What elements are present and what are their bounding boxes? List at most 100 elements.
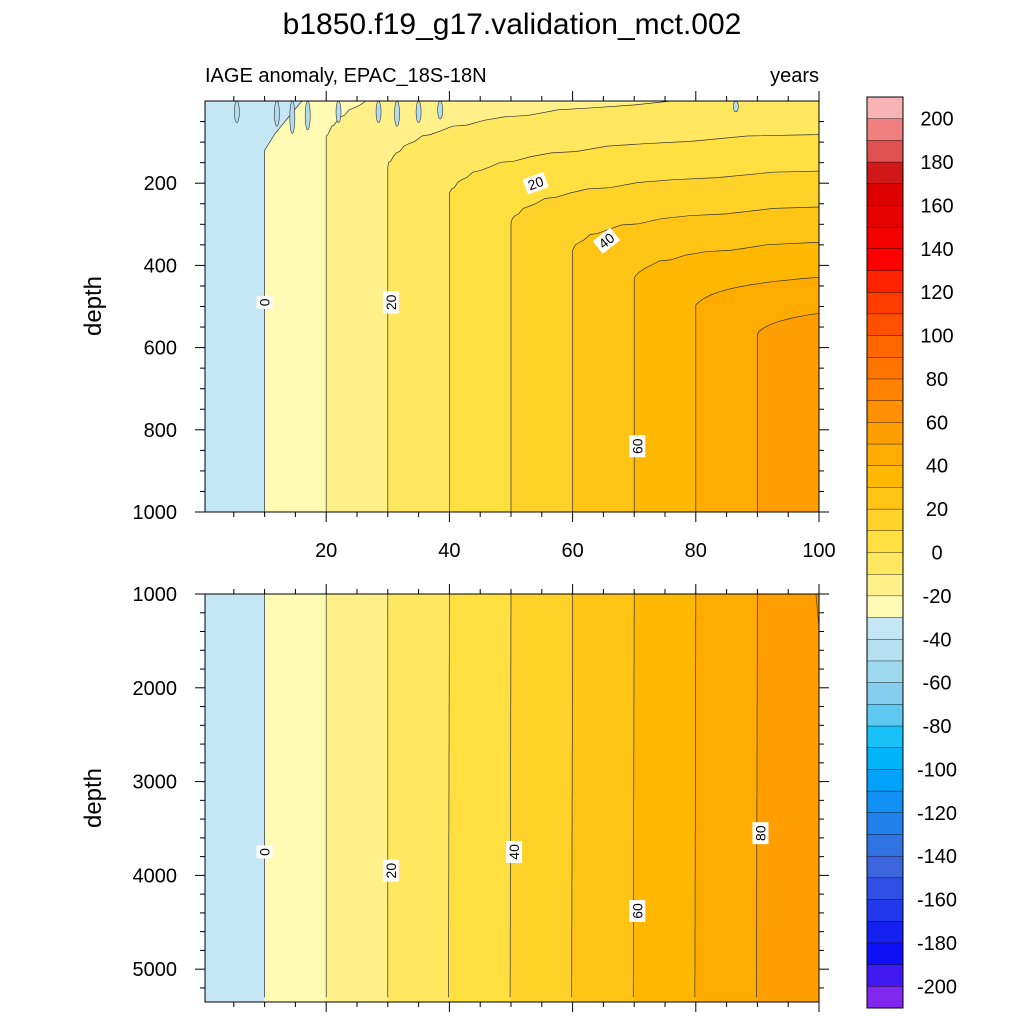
y-tick-label: 200 [144,173,177,195]
colorbar-swatch [866,942,904,966]
contour-labels: 0 20 20 40 60 0 20 40 60 80 [256,171,769,923]
upper-left-label: IAGE anomaly, EPAC_18S-18N [205,65,487,87]
colorbar-swatch [866,248,904,272]
colorbar-label: 40 [926,456,948,478]
colorbar-swatch [866,986,904,1009]
contour-label-bg [256,295,273,309]
x-tick-label: 100 [802,540,835,562]
contour-label-text: 20 [526,173,546,193]
lower-fill-band [757,594,819,1002]
colorbar-label: -160 [917,890,957,912]
colorbar-swatch [866,400,904,423]
contour-label-text: 0 [257,848,273,856]
contour-label: 80 [752,822,769,845]
colorbar-swatch [866,595,904,619]
contour-label: 60 [629,900,646,923]
colorbar-swatch [866,292,904,315]
colorbar-swatch [866,639,904,662]
lower-contour-line [694,594,697,998]
contour-label-bg [256,845,273,859]
colorbar-swatch [866,704,904,727]
contour-label-text: 20 [383,863,399,879]
colorbar-swatch [866,226,904,250]
lower-contour-line [756,594,758,998]
upper-surface-blob [375,101,382,123]
contour-label: 40 [592,227,621,254]
colorbar-swatch [866,855,904,879]
colorbar-label: 200 [920,109,953,131]
y-tick-label: 1000 [133,584,178,606]
colorbar-swatch [866,964,904,987]
contour-label-bg [592,227,621,254]
upper-surface-blob [289,101,296,134]
upper-contour-line [510,170,819,512]
contour-label: 0 [256,845,273,859]
colorbar-label: -60 [923,673,952,695]
upper-contour-line [572,206,819,512]
colorbar-swatch [866,183,904,206]
colorbar-swatch [866,660,904,684]
contour-label-text: 0 [257,298,273,306]
colorbar-swatch [866,530,904,553]
x-tick-label: 20 [315,540,337,562]
upper-contour-line [325,101,367,512]
colorbar-label: 140 [920,239,953,261]
contour-label-bg [382,291,399,314]
colorbar-swatch [866,725,904,749]
upper-y-axis-label: depth [80,276,107,336]
colorbar-label: 80 [926,369,948,391]
y-tick-label: 5000 [133,959,178,981]
contour-label: 40 [506,840,523,863]
contour-label-bg [629,900,646,923]
y-tick-label: 4000 [133,865,178,887]
contour-label-bg [752,822,769,845]
colorbar-swatch [866,335,904,358]
upper-contour-line [757,313,819,512]
y-tick-label: 1000 [133,502,178,524]
colorbar-swatch [866,899,904,922]
contour-label-text: 60 [629,438,645,454]
colorbar-label: 180 [920,152,953,174]
colorbar-swatch [866,508,904,532]
colorbar-label: 160 [920,195,953,217]
colorbar-swatch [866,465,904,488]
contour-label-text: 80 [752,825,768,841]
contour-label-text: 40 [506,844,522,860]
contour-label: 0 [256,295,273,309]
colorbar-swatch [866,422,904,445]
contour-label-bg [522,171,549,195]
colorbar-label: -120 [917,803,957,825]
colorbar-swatch [866,877,904,901]
colorbar-frame [866,96,904,1009]
colorbar-swatch [866,270,904,293]
colorbar-swatch [866,747,904,770]
upper-surface-blob [234,101,240,123]
lower-contour-line [815,594,819,631]
contour-label: 20 [382,291,399,314]
colorbar-label: -20 [923,586,952,608]
y-tick-label: 400 [144,255,177,277]
plot-frame [204,593,820,1003]
contour-label-bg [629,435,646,458]
colorbar-swatch [866,140,904,163]
upper-contour-lines [234,101,819,512]
y-tick-label: 800 [144,420,177,442]
colorbar-swatch [866,834,904,857]
colorbar-label: -200 [917,976,957,998]
colorbar-swatch [866,573,904,597]
contour-label-text: 20 [383,294,399,310]
upper-contour-line [695,276,819,512]
colorbar-swatch [866,443,904,467]
chart-title: b1850.f19_g17.validation_mct.002 [283,8,742,41]
upper-contour-line [633,241,819,512]
lower-contour-line [571,594,573,998]
contour-label: 60 [629,435,646,458]
contour-label-text: 60 [629,903,645,919]
lower-contour-line [448,594,450,998]
colorbar-swatch [866,357,904,380]
lower-contour-line [632,594,635,998]
colorbar-swatch [866,682,904,705]
colorbar-swatch [866,118,904,141]
